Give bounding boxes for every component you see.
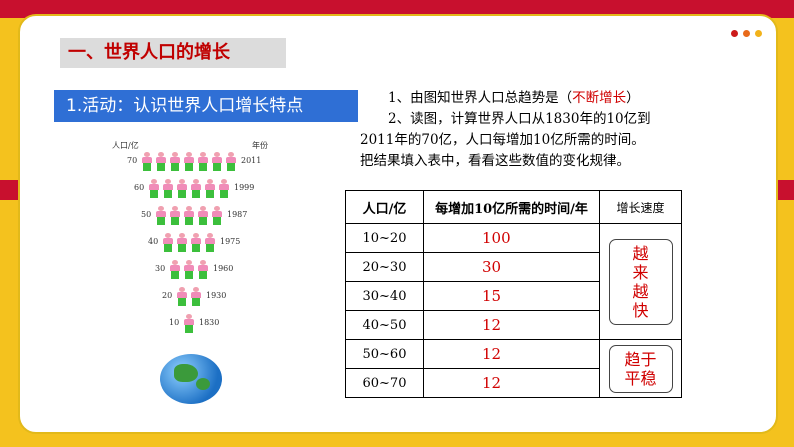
figure-year-label: 1830 — [199, 318, 220, 327]
decorative-dots — [731, 30, 762, 37]
figure-x-label: 年份 — [252, 141, 268, 150]
person-icon — [190, 179, 202, 198]
header-population: 人口/亿 — [345, 190, 424, 224]
question-1: 1、由图知世界人口总趋势是（不断增长） — [388, 90, 640, 106]
person-icon — [155, 206, 167, 225]
figure-year-label: 1930 — [206, 291, 227, 300]
cell-speed-stable: 趋于 平稳 — [599, 339, 682, 398]
table-header-row: 人口/亿 每增加10亿所需的时间/年 增长速度 — [345, 190, 682, 224]
person-icon — [148, 179, 160, 198]
person-icon — [211, 206, 223, 225]
cell-years: 12 — [423, 310, 600, 340]
activity-label: 1.活动：认识世界人口增长特点 — [54, 90, 358, 122]
figure-population-label: 70 — [127, 156, 138, 165]
cell-range: 30~40 — [345, 281, 424, 311]
person-icon — [225, 152, 237, 171]
cell-years: 15 — [423, 281, 600, 311]
person-icon — [169, 152, 181, 171]
slide-card: 一、世界人口的增长 1.活动：认识世界人口增长特点 人口/亿 年份 70 2011… — [18, 14, 778, 434]
person-icon — [183, 152, 195, 171]
person-icon — [190, 233, 202, 252]
cell-years: 30 — [423, 252, 600, 282]
speed-stable-box: 趋于 平稳 — [608, 344, 673, 393]
header-speed: 增长速度 — [599, 190, 682, 224]
figure-year-label: 1975 — [220, 237, 241, 246]
table-row: 50~60 12 趋于 平稳 — [345, 339, 682, 398]
section-title: 一、世界人口的增长 — [60, 38, 286, 68]
header-years: 每增加10亿所需的时间/年 — [423, 190, 600, 224]
population-figure: 人口/亿 年份 70 2011 60 1999 50 1987 40 1975 30 1960 20… — [110, 136, 290, 406]
population-table: 人口/亿 每增加10亿所需的时间/年 增长速度 10~20 100 越 来 越 … — [345, 190, 682, 398]
person-icon — [197, 152, 209, 171]
person-icon — [155, 152, 167, 171]
person-icon — [183, 260, 195, 279]
question-2-line-1: 2、读图，计算世界人口从1830年的10亿到 — [388, 111, 651, 127]
person-icon — [204, 179, 216, 198]
person-icon — [162, 179, 174, 198]
top-red-band — [0, 0, 794, 18]
dot-icon — [731, 30, 738, 37]
cell-years: 12 — [423, 339, 600, 369]
figure-year-label: 2011 — [241, 156, 262, 165]
person-icon — [141, 152, 153, 171]
question-text: 1、由图知世界人口总趋势是（不断增长） 2、读图，计算世界人口从1830年的10… — [360, 88, 700, 172]
cell-range: 60~70 — [345, 368, 424, 398]
speed-fast-box: 越 来 越 快 — [608, 238, 673, 325]
person-icon — [197, 260, 209, 279]
person-icon — [169, 260, 181, 279]
figure-population-label: 40 — [148, 237, 159, 246]
table-row: 30~40 15 — [345, 281, 682, 311]
cell-range: 50~60 — [345, 339, 424, 369]
figure-population-label: 10 — [169, 318, 180, 327]
figure-year-label: 1960 — [213, 264, 234, 273]
person-icon — [183, 206, 195, 225]
question-2-line-2: 2011年的70亿，人口每增加10亿所需的时间。 — [360, 132, 645, 148]
person-icon — [211, 152, 223, 171]
figure-year-label: 1987 — [227, 210, 248, 219]
figure-population-label: 20 — [162, 291, 173, 300]
figure-population-label: 30 — [155, 264, 166, 273]
table-row: 10~20 100 越 来 越 快 — [345, 223, 682, 340]
person-icon — [197, 206, 209, 225]
person-icon — [218, 179, 230, 198]
person-icon — [176, 233, 188, 252]
cell-speed-fast: 越 来 越 快 — [599, 223, 682, 340]
table-row: 60~70 12 — [345, 368, 682, 398]
person-icon — [176, 179, 188, 198]
question-2-line-3: 把结果填入表中，看看这些数值的变化规律。 — [360, 153, 630, 169]
cell-years: 100 — [423, 223, 600, 253]
person-icon — [162, 233, 174, 252]
figure-population-label: 50 — [141, 210, 152, 219]
cell-range: 20~30 — [345, 252, 424, 282]
person-icon — [190, 287, 202, 306]
cell-years: 12 — [423, 368, 600, 398]
answer-trend: 不断增长 — [572, 90, 627, 106]
person-icon — [204, 233, 216, 252]
figure-year-label: 1999 — [234, 183, 255, 192]
globe-icon — [160, 354, 222, 404]
figure-y-label: 人口/亿 — [112, 141, 139, 150]
dot-icon — [755, 30, 762, 37]
figure-population-label: 60 — [134, 183, 145, 192]
person-icon — [176, 287, 188, 306]
table-row: 40~50 12 — [345, 310, 682, 340]
cell-range: 40~50 — [345, 310, 424, 340]
person-icon — [183, 314, 195, 333]
person-icon — [169, 206, 181, 225]
cell-range: 10~20 — [345, 223, 424, 253]
dot-icon — [743, 30, 750, 37]
